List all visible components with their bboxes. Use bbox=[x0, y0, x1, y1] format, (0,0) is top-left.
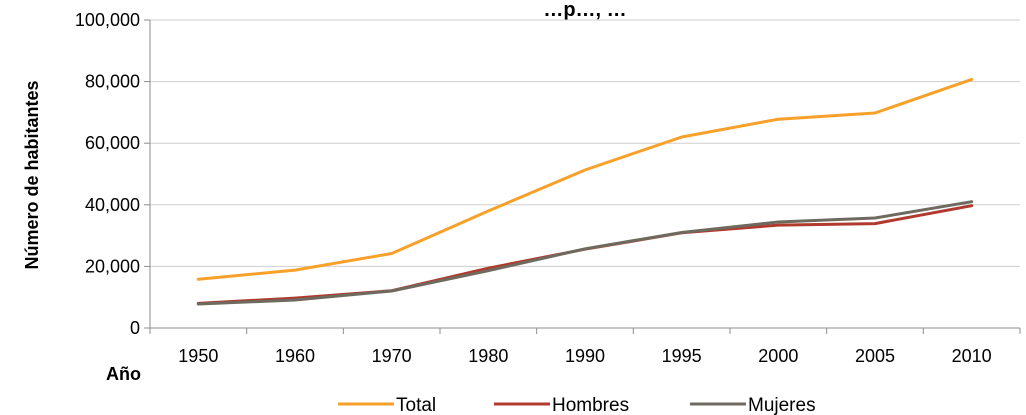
y-tick-label: 80,000 bbox=[85, 72, 140, 92]
x-axis-title: Año bbox=[106, 364, 141, 384]
x-tick-label: 1995 bbox=[662, 346, 702, 366]
x-tick-label: 1950 bbox=[178, 346, 218, 366]
gridlines bbox=[144, 19, 1020, 329]
legend-item-total: Total bbox=[338, 395, 436, 415]
x-tick-label: 1970 bbox=[372, 346, 412, 366]
y-tick-label: 0 bbox=[130, 318, 140, 338]
legend-label: Mujeres bbox=[748, 395, 816, 415]
legend-item-mujeres: Mujeres bbox=[690, 395, 816, 415]
x-tick-labels: 1950 1960 1970 1980 1990 1995 2000 2005 2010 bbox=[149, 328, 1021, 366]
legend-item-hombres: Hombres bbox=[494, 395, 629, 415]
chart-title: …p…, … bbox=[543, 0, 626, 21]
y-tick-label: 40,000 bbox=[85, 195, 140, 215]
y-tick-labels: 0 20,000 40,000 60,000 80,000 100,000 bbox=[75, 10, 140, 338]
x-tick-label: 1960 bbox=[275, 346, 315, 366]
series-line-hombres bbox=[196, 204, 974, 305]
x-tick-label: 1980 bbox=[468, 346, 508, 366]
y-tick-label: 60,000 bbox=[85, 133, 140, 153]
series-lines bbox=[196, 77, 974, 306]
y-tick-label: 100,000 bbox=[75, 10, 140, 30]
y-tick-label: 20,000 bbox=[85, 256, 140, 276]
series-line-total bbox=[196, 77, 974, 281]
x-tick-label: 1990 bbox=[565, 346, 605, 366]
y-axis-title: Número de habitantes bbox=[22, 80, 42, 269]
legend-label: Total bbox=[396, 395, 436, 415]
x-tick-label: 2005 bbox=[855, 346, 895, 366]
legend-label: Hombres bbox=[552, 395, 629, 415]
x-tick-label: 2000 bbox=[758, 346, 798, 366]
x-tick-label: 2010 bbox=[952, 346, 992, 366]
series-line-mujeres bbox=[196, 200, 974, 306]
legend: Total Hombres Mujeres bbox=[338, 395, 816, 415]
